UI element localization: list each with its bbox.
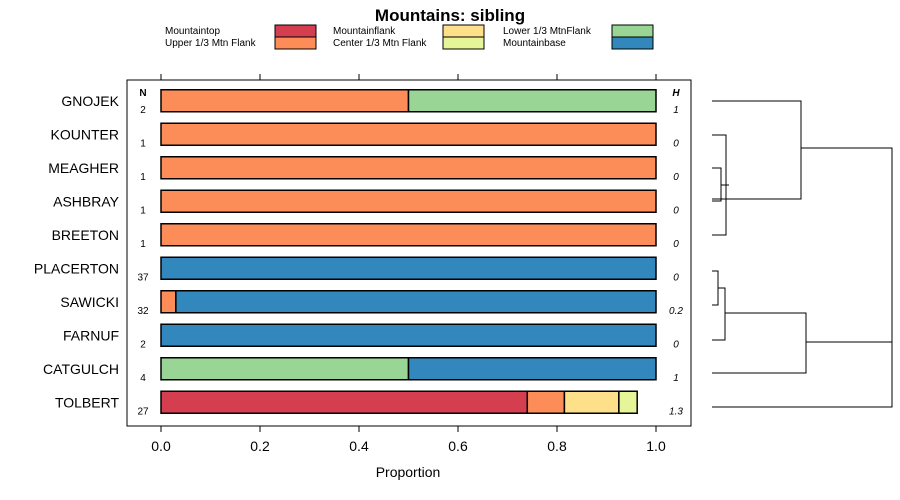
bar-segment	[175, 290, 657, 314]
h-value: 0	[673, 239, 679, 250]
row-label: KOUNTER	[51, 126, 119, 142]
plot-frame	[126, 79, 692, 427]
x-tick-label: 0.6	[448, 438, 468, 454]
h-value: 0	[673, 205, 679, 216]
h-column-header: H	[672, 88, 680, 99]
bar-segment	[618, 390, 638, 414]
dendrogram	[712, 100, 893, 408]
row-label: CATGULCH	[43, 361, 119, 377]
legend-swatch	[442, 36, 485, 50]
h-value: 0.2	[669, 306, 683, 317]
row-label: GNOJEK	[61, 93, 119, 109]
dendrogram-branch	[712, 100, 802, 200]
bar-segment	[160, 390, 529, 414]
h-value: 1.3	[669, 406, 683, 417]
legend-swatch	[611, 24, 654, 38]
bar-segment	[160, 357, 410, 381]
bar-segment	[160, 323, 657, 347]
bars	[160, 89, 657, 414]
n-value: 37	[137, 272, 149, 283]
dendrogram-branch	[712, 147, 893, 408]
legend-label: Lower 1/3 MtnFlank	[503, 26, 592, 37]
dendrogram-branch	[712, 270, 719, 306]
n-value: 2	[140, 105, 146, 116]
legend-swatch	[274, 36, 317, 50]
bar-segment	[526, 390, 566, 414]
bar-segment	[160, 189, 657, 213]
legend-label: Mountainbase	[503, 38, 566, 49]
row-label: SAWICKI	[60, 294, 119, 310]
x-tick-label: 0.4	[349, 438, 369, 454]
legend-swatch	[442, 24, 485, 38]
dendrogram-branch	[712, 287, 726, 341]
n-values: 2 1 1 1 1 37 32 2 4 27	[137, 105, 149, 418]
bar-segment	[407, 357, 657, 381]
h-value: 1	[673, 373, 679, 384]
x-tick-label: 0.8	[547, 438, 567, 454]
h-value: 0	[673, 339, 679, 350]
x-axis: 0.0 0.2 0.4 0.6 0.8 1.0	[151, 74, 666, 454]
bar-segment	[160, 223, 657, 247]
legend-label: Mountaintop	[165, 26, 220, 37]
legend-label: Upper 1/3 Mtn Flank	[165, 38, 257, 49]
n-value: 1	[140, 239, 146, 250]
legend-label: Mountainflank	[333, 26, 396, 37]
chart-title: Mountains: sibling	[375, 6, 525, 25]
x-tick-label: 1.0	[646, 438, 666, 454]
n-value: 4	[140, 373, 146, 384]
n-value: 1	[140, 138, 146, 149]
legend-swatch	[611, 36, 654, 50]
h-value: 0	[673, 172, 679, 183]
bar-segment	[160, 256, 657, 280]
n-value: 2	[140, 339, 146, 350]
bar-segment	[563, 390, 620, 414]
row-label: FARNUF	[63, 327, 119, 343]
n-column-header: N	[139, 88, 146, 99]
row-label: TOLBERT	[55, 394, 120, 410]
x-axis-label: Proportion	[376, 464, 441, 480]
x-tick-label: 0.0	[151, 438, 171, 454]
row-labels: GNOJEK KOUNTER MEAGHER ASHBRAY BREETON PLACER…	[34, 93, 120, 411]
n-value: 1	[140, 172, 146, 183]
dendrogram-branch	[712, 167, 722, 202]
bar-segment	[160, 156, 657, 180]
row-label: MEAGHER	[48, 160, 119, 176]
h-values: 1 0 0 0 0 0 0.2 0 1 1.3	[669, 105, 683, 418]
bar-segment	[160, 122, 657, 146]
n-value: 27	[137, 406, 149, 417]
n-value: 1	[140, 205, 146, 216]
legend-label: Center 1/3 Mtn Flank	[333, 38, 427, 49]
row-label: PLACERTON	[34, 260, 119, 276]
x-tick-label: 0.2	[250, 438, 270, 454]
row-label: ASHBRAY	[53, 193, 120, 209]
h-value: 0	[673, 138, 679, 149]
row-label: BREETON	[52, 227, 119, 243]
h-value: 1	[673, 105, 679, 116]
n-value: 32	[137, 306, 149, 317]
bar-segment	[160, 89, 410, 113]
h-value: 0	[673, 272, 679, 283]
bar-segment	[160, 290, 177, 314]
bar-segment	[407, 89, 657, 113]
legend-swatch	[274, 24, 317, 38]
dendrogram-branch	[712, 312, 807, 374]
